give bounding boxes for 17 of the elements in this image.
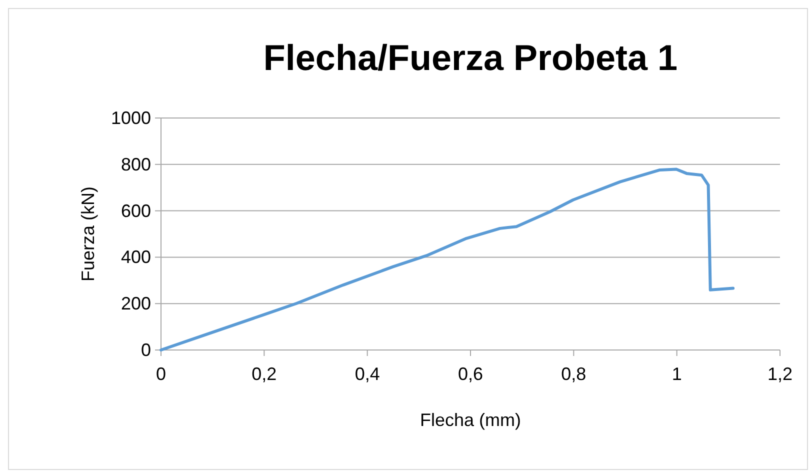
y-tick-label: 600: [120, 200, 151, 221]
chart-title: Flecha/Fuerza Probeta 1: [263, 37, 678, 78]
x-tick-label: 0,4: [354, 364, 380, 384]
x-tick-label: 1,2: [767, 364, 793, 384]
y-tick-label: 0: [140, 340, 151, 360]
x-tick-label: 0: [156, 364, 166, 384]
y-tick-label: 200: [120, 294, 151, 314]
y-tick-label: 400: [120, 247, 151, 268]
x-tick-label: 1: [672, 364, 682, 384]
x-axis-title: Flecha (mm): [420, 410, 522, 430]
x-tick-label: 0,8: [561, 364, 586, 384]
y-axis-title: Fuerza (kN): [78, 186, 98, 282]
line-series: [160, 168, 735, 352]
x-tick-label: 0,2: [252, 364, 277, 384]
x-tick-label: 0,6: [458, 364, 484, 384]
y-tick-label: 1000: [110, 108, 151, 128]
y-tick-label: 800: [120, 154, 151, 174]
